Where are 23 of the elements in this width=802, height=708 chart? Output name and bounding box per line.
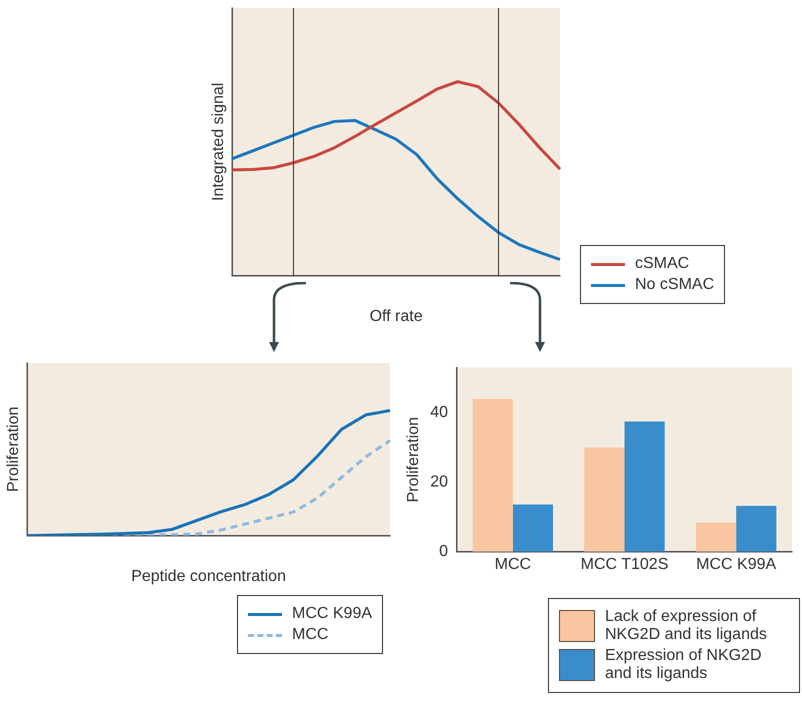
y-axis-title: Proliferation (405, 417, 422, 502)
legend-label: MCC (292, 626, 328, 644)
y-axis-title: Integrated signal (210, 82, 228, 201)
y-axis-title: Proliferation (5, 406, 22, 492)
y-tick-label: 0 (439, 543, 448, 560)
legend-label: cSMAC (635, 255, 690, 273)
x-axis-title: Off rate (370, 308, 423, 325)
legend-label: No cSMAC (635, 276, 714, 294)
bar (696, 522, 736, 552)
x-tick-label: MCC (494, 556, 532, 573)
x-tick-label: MCC T102S (580, 556, 668, 573)
legend-label: Lack of expression of NKG2D and its ligands (605, 608, 768, 644)
bar (736, 506, 776, 552)
y-tick-label: 20 (430, 474, 448, 491)
x-tick-label: MCC K99A (696, 556, 776, 573)
bar (584, 448, 624, 552)
bar (472, 398, 513, 552)
bar (512, 504, 554, 552)
legend-label: Expression of NKG2D and its ligands (605, 647, 763, 683)
x-axis-title: Peptide concentration (131, 568, 286, 585)
legend-label: MCC K99A (292, 605, 372, 623)
bar (624, 421, 665, 552)
y-tick-label: 40 (430, 404, 448, 422)
